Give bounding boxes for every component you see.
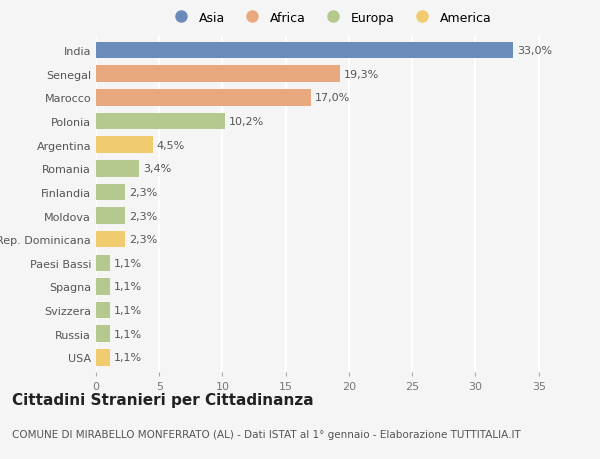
Bar — [96, 302, 110, 319]
Text: 1,1%: 1,1% — [114, 353, 142, 363]
Bar — [96, 326, 110, 342]
Bar — [96, 161, 139, 177]
Text: 10,2%: 10,2% — [229, 117, 264, 127]
Text: 3,4%: 3,4% — [143, 164, 171, 174]
Text: 1,1%: 1,1% — [114, 305, 142, 315]
Text: 2,3%: 2,3% — [129, 211, 157, 221]
Text: 2,3%: 2,3% — [129, 235, 157, 245]
Text: 17,0%: 17,0% — [315, 93, 350, 103]
Bar — [96, 279, 110, 295]
Legend: Asia, Africa, Europa, America: Asia, Africa, Europa, America — [166, 9, 494, 27]
Bar — [96, 66, 340, 83]
Text: 19,3%: 19,3% — [344, 69, 379, 79]
Bar — [96, 349, 110, 366]
Text: 4,5%: 4,5% — [157, 140, 185, 150]
Bar — [96, 231, 125, 248]
Bar — [96, 255, 110, 272]
Bar — [96, 208, 125, 224]
Text: COMUNE DI MIRABELLO MONFERRATO (AL) - Dati ISTAT al 1° gennaio - Elaborazione TU: COMUNE DI MIRABELLO MONFERRATO (AL) - Da… — [12, 429, 521, 439]
Bar — [96, 137, 153, 153]
Text: 1,1%: 1,1% — [114, 258, 142, 268]
Bar — [96, 90, 311, 106]
Text: 2,3%: 2,3% — [129, 187, 157, 197]
Bar — [96, 43, 514, 59]
Text: 1,1%: 1,1% — [114, 282, 142, 292]
Text: 33,0%: 33,0% — [517, 46, 553, 56]
Bar — [96, 184, 125, 201]
Text: 1,1%: 1,1% — [114, 329, 142, 339]
Text: Cittadini Stranieri per Cittadinanza: Cittadini Stranieri per Cittadinanza — [12, 392, 314, 408]
Bar — [96, 113, 225, 130]
